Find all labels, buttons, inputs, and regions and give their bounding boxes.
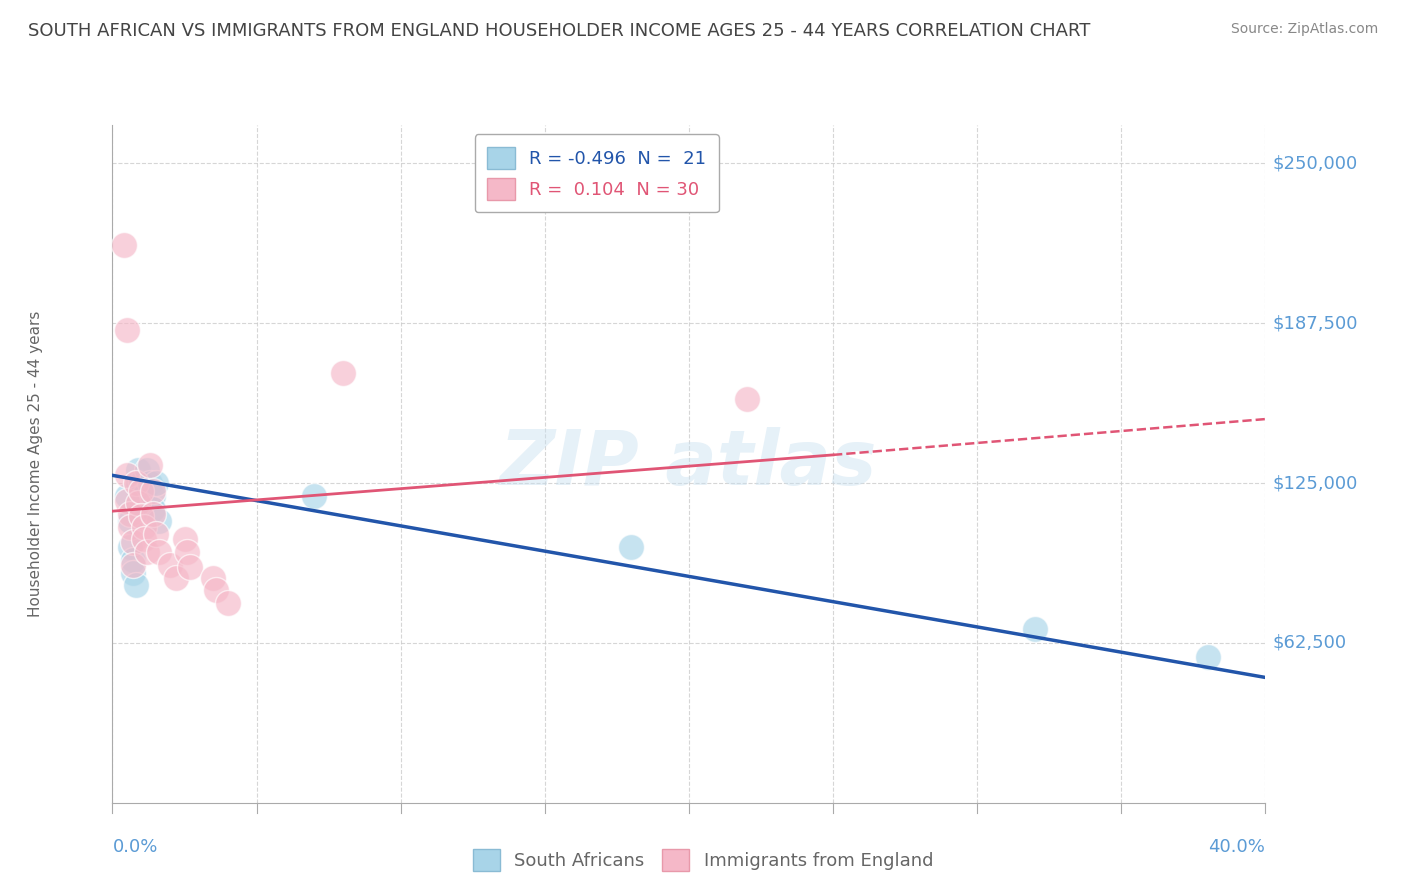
Point — [134, 519, 156, 533]
Point — [121, 566, 143, 580]
Point — [115, 468, 138, 483]
Point — [118, 519, 141, 533]
Point — [142, 489, 165, 503]
Point — [620, 540, 643, 554]
Point — [115, 489, 138, 503]
Point — [129, 509, 153, 524]
Point — [127, 476, 149, 491]
Point — [129, 476, 153, 491]
Point — [124, 578, 146, 592]
Text: $62,500: $62,500 — [1272, 634, 1347, 652]
Point — [142, 507, 165, 521]
Text: $125,000: $125,000 — [1272, 474, 1358, 492]
Point — [159, 558, 181, 572]
Text: Householder Income Ages 25 - 44 years: Householder Income Ages 25 - 44 years — [28, 310, 42, 617]
Point — [332, 366, 354, 380]
Point — [142, 501, 165, 516]
Point — [148, 545, 170, 559]
Point — [145, 527, 167, 541]
Legend: R = -0.496  N =  21, R =  0.104  N = 30: R = -0.496 N = 21, R = 0.104 N = 30 — [475, 134, 718, 212]
Text: SOUTH AFRICAN VS IMMIGRANTS FROM ENGLAND HOUSEHOLDER INCOME AGES 25 - 44 YEARS C: SOUTH AFRICAN VS IMMIGRANTS FROM ENGLAND… — [28, 22, 1091, 40]
Point — [1024, 622, 1046, 636]
Text: $250,000: $250,000 — [1272, 154, 1358, 172]
Point — [121, 558, 143, 572]
Point — [165, 571, 187, 585]
Point — [124, 476, 146, 491]
Text: ZIP atlas: ZIP atlas — [501, 427, 877, 500]
Point — [139, 458, 162, 472]
Point — [134, 489, 156, 503]
Point — [202, 571, 225, 585]
Point — [139, 476, 162, 491]
Point — [176, 545, 198, 559]
Point — [121, 534, 143, 549]
Point — [129, 501, 153, 516]
Point — [121, 553, 143, 567]
Point — [127, 463, 149, 477]
Point — [118, 540, 141, 554]
Point — [134, 533, 156, 547]
Point — [115, 494, 138, 508]
Point — [142, 483, 165, 498]
Point — [127, 496, 149, 510]
Text: 0.0%: 0.0% — [112, 838, 157, 856]
Point — [118, 515, 141, 529]
Point — [136, 463, 159, 477]
Point — [112, 238, 135, 252]
Point — [115, 322, 138, 336]
Text: $187,500: $187,500 — [1272, 314, 1358, 332]
Point — [1197, 650, 1219, 665]
Point — [735, 392, 758, 406]
Point — [179, 560, 201, 574]
Legend: South Africans, Immigrants from England: South Africans, Immigrants from England — [465, 842, 941, 879]
Point — [136, 545, 159, 559]
Point — [304, 489, 326, 503]
Text: 40.0%: 40.0% — [1209, 838, 1265, 856]
Point — [118, 507, 141, 521]
Point — [145, 476, 167, 491]
Point — [205, 583, 228, 598]
Point — [148, 515, 170, 529]
Text: Source: ZipAtlas.com: Source: ZipAtlas.com — [1230, 22, 1378, 37]
Point — [173, 533, 195, 547]
Point — [129, 483, 153, 498]
Point — [217, 596, 239, 610]
